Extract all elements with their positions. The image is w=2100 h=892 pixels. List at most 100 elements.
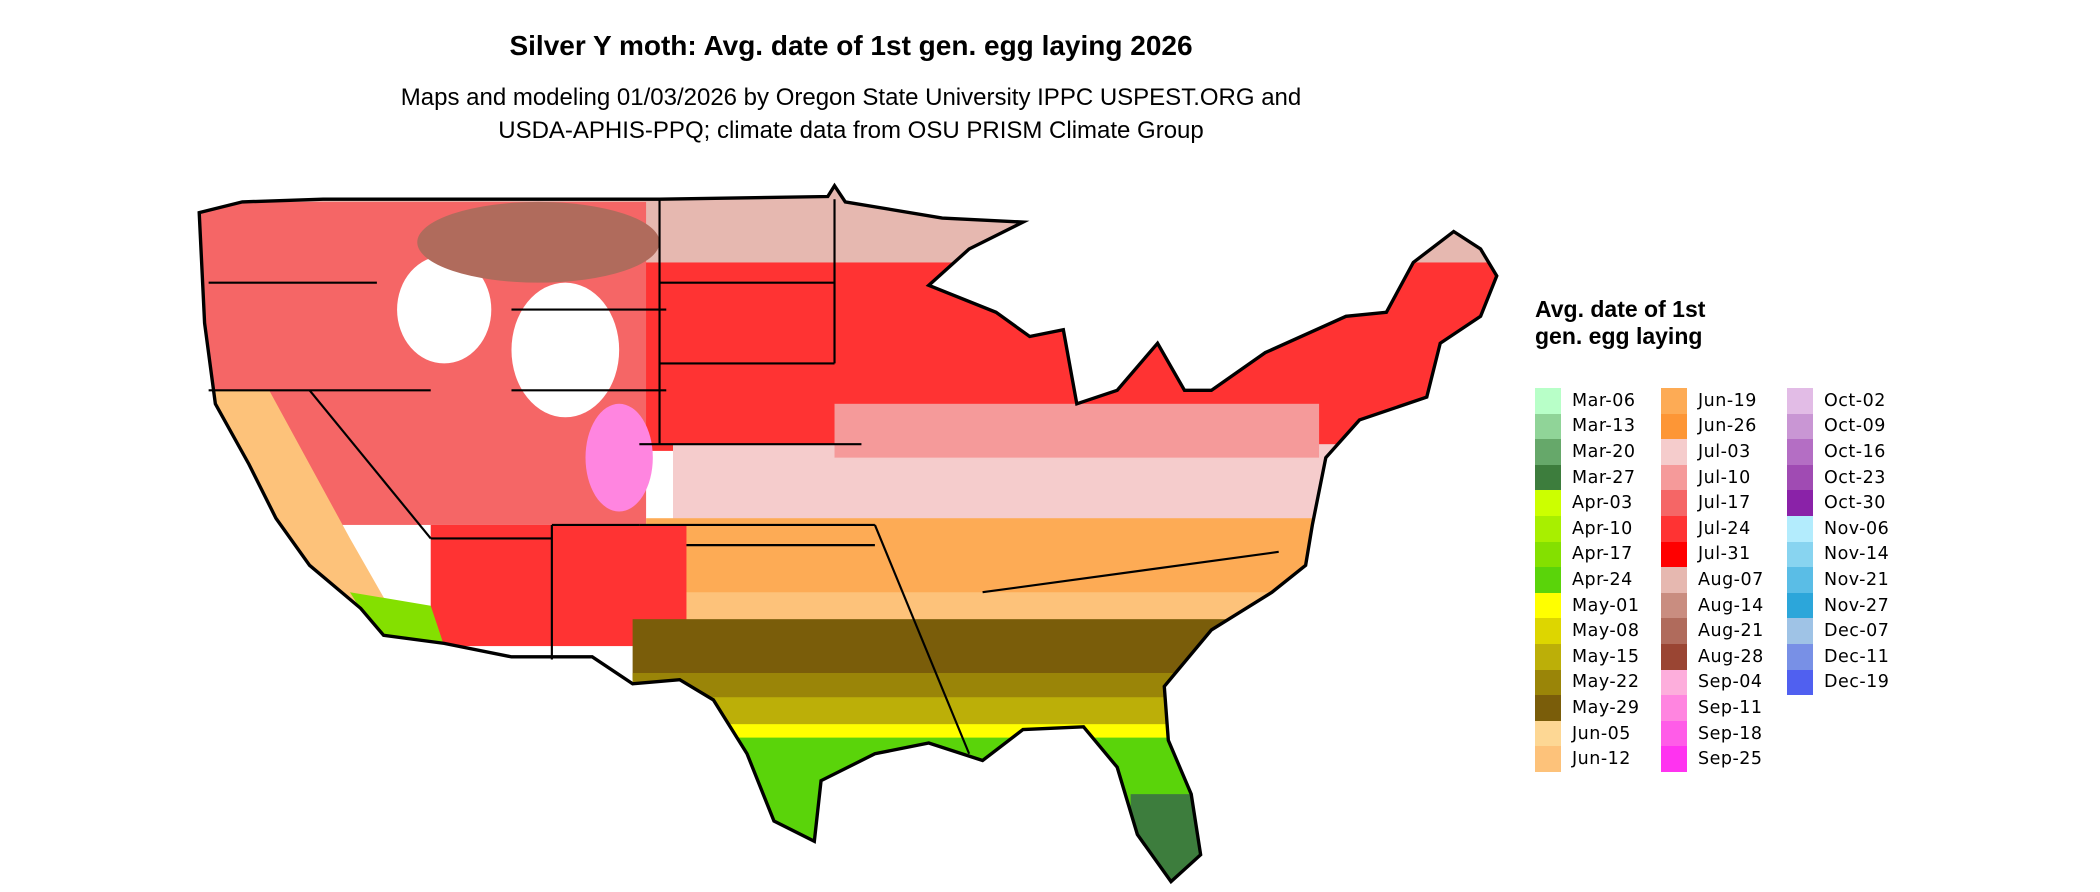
legend-item: Mar-06 [1535,388,1661,414]
legend-swatch [1535,541,1561,568]
legend-item: Mar-20 [1535,439,1661,465]
legend-swatch [1661,490,1687,516]
legend-item: Jul-17 [1661,490,1787,516]
legend-label: Aug-21 [1698,621,1764,642]
legend-swatch [1787,388,1813,414]
legend-item: Jul-03 [1661,439,1787,465]
region-gulf-green [632,737,1306,882]
legend-swatch [1535,746,1561,772]
legend-swatch [1535,592,1561,619]
legend-item: Sep-04 [1661,669,1787,696]
legend-swatch [1787,592,1813,619]
legend-swatch [1787,515,1813,542]
border-mississippi [873,524,971,755]
legend-label: May-08 [1572,621,1640,642]
state-borders [208,199,1279,755]
legend-label: May-22 [1572,672,1640,693]
legend-label: Oct-09 [1824,416,1886,437]
legend-label: Mar-20 [1572,441,1636,462]
legend-label: Apr-10 [1572,518,1633,539]
map-subtitle-line-1: Maps and modeling 01/03/2026 by Oregon S… [400,84,1302,111]
legend-swatch [1535,618,1561,644]
legend-swatch [1787,413,1813,440]
legend-item: Oct-09 [1787,413,1913,440]
legend-item: Aug-28 [1661,643,1787,670]
legend-columns: Mar-06 Mar-13 Mar-20 Mar-27 Apr-03 Apr-10 Apr-… [1535,388,1913,772]
legend-label: Aug-07 [1698,569,1764,590]
legend-label: Jun-05 [1572,723,1631,744]
legend-label: Jun-12 [1572,749,1631,770]
legend-swatch [1661,388,1687,414]
legend-label: Aug-14 [1698,595,1764,616]
legend-swatch [1535,413,1561,440]
legend-item: Aug-07 [1661,567,1787,593]
legend-swatch [1535,643,1561,670]
legend-item: Sep-25 [1661,746,1787,772]
legend-label: Apr-03 [1572,493,1633,514]
legend-swatch [1661,695,1687,721]
border-tennessee [982,550,1279,594]
region-gulf-may22 [632,673,1306,700]
legend-swatch [1787,439,1813,465]
legend-swatch [1661,413,1687,440]
legend-swatch [1787,669,1813,696]
legend-label: Mar-27 [1572,467,1636,488]
region-southern-plains-orange [646,518,1346,599]
legend-label: Jul-17 [1698,493,1751,514]
legend-label: Jul-24 [1698,518,1751,539]
legend: Avg. date of 1st gen. egg laying Mar-06 M… [1535,296,1889,772]
legend-swatch [1661,515,1687,542]
legend-item: Jul-10 [1661,464,1787,491]
legend-item: Dec-19 [1787,669,1913,696]
legend-label: Nov-14 [1824,544,1890,565]
region-montana-brown [417,201,660,283]
legend-swatch [1661,720,1687,747]
legend-label: Aug-28 [1698,646,1764,667]
legend-label: Sep-18 [1698,723,1763,744]
legend-swatch [1535,464,1561,491]
legend-item: Jun-26 [1661,413,1787,440]
legend-item: May-01 [1535,592,1661,619]
legend-label: Jul-31 [1698,544,1751,565]
region-california-south-green [349,592,445,647]
legend-label: Jun-19 [1698,390,1757,411]
legend-item: Sep-18 [1661,720,1787,747]
legend-item: Oct-02 [1787,388,1913,414]
legend-item: Mar-27 [1535,464,1661,491]
legend-item: May-08 [1535,618,1661,644]
legend-item: Mar-13 [1535,413,1661,440]
legend-item: Apr-10 [1535,515,1661,542]
legend-swatch [1787,464,1813,491]
legend-item: Nov-27 [1787,592,1913,619]
legend-item: Aug-14 [1661,592,1787,619]
legend-swatch [1661,592,1687,619]
legend-item: Oct-23 [1787,464,1913,491]
legend-swatch [1661,567,1687,593]
legend-item: Aug-21 [1661,618,1787,644]
legend-title: Avg. date of 1st gen. egg laying [1535,296,1706,349]
legend-label: Oct-30 [1824,493,1886,514]
legend-item: Jun-12 [1535,746,1661,772]
legend-swatch [1535,388,1561,414]
region-gulf-may01 [632,724,1306,741]
legend-label: Dec-07 [1824,621,1890,642]
legend-item: Jul-31 [1661,541,1787,568]
region-utah-pink [585,403,653,512]
legend-column: Oct-02 Oct-09 Oct-16 Oct-23 Oct-30 Nov-06 Nov-… [1787,388,1913,772]
legend-label: Jul-03 [1698,441,1751,462]
legend-swatch [1661,618,1687,644]
legend-label: Oct-02 [1824,390,1886,411]
legend-label: Apr-24 [1572,569,1633,590]
legend-item: Oct-30 [1787,490,1913,516]
legend-swatch [1661,746,1687,772]
legend-swatch [1661,541,1687,568]
legend-item: Jun-19 [1661,388,1787,414]
legend-swatch [1661,439,1687,465]
map-title: Silver Y moth: Avg. date of 1st gen. egg… [509,30,1193,61]
legend-label: Mar-13 [1572,416,1636,437]
legend-column: Mar-06 Mar-13 Mar-20 Mar-27 Apr-03 Apr-10 Apr-… [1535,388,1661,772]
legend-label: Oct-23 [1824,467,1886,488]
legend-item: Apr-17 [1535,541,1661,568]
legend-item: May-22 [1535,669,1661,696]
